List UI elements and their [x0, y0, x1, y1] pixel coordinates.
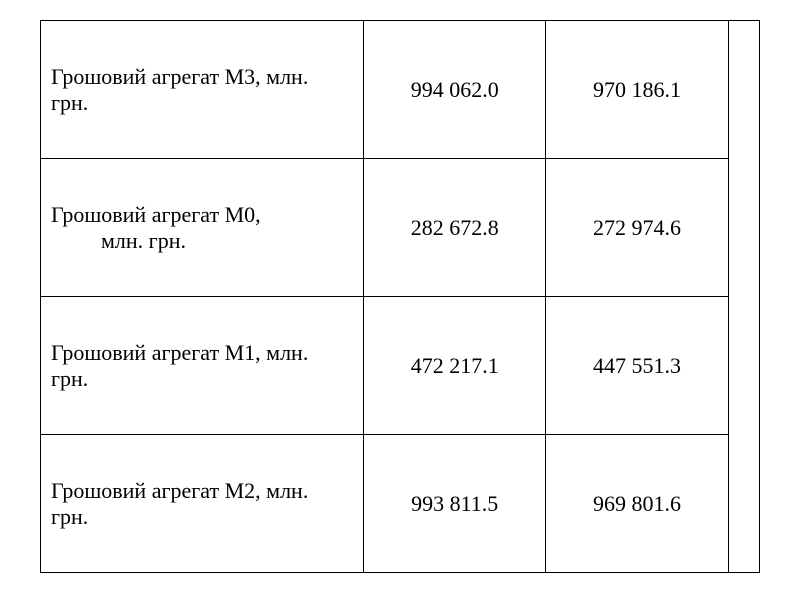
value-col1: 282 672.8 — [364, 159, 546, 297]
label-line1: Грошовий агрегат М2, млн. — [51, 478, 308, 503]
table-row: Грошовий агрегат М1, млн. грн. 472 217.1… — [41, 297, 760, 435]
stub-cell — [728, 21, 759, 573]
label-line1: Грошовий агрегат М0, — [51, 202, 261, 227]
value-col2: 969 801.6 — [546, 435, 728, 573]
value-col2: 970 186.1 — [546, 21, 728, 159]
row-label-cell: Грошовий агрегат М3, млн. грн. — [41, 21, 364, 159]
row-label-cell: Грошовий агрегат М1, млн. грн. — [41, 297, 364, 435]
row-label-cell: Грошовий агрегат М2, млн. грн. — [41, 435, 364, 573]
label-line2: грн. — [51, 504, 353, 530]
label-line1: Грошовий агрегат М3, млн. — [51, 64, 308, 89]
label-line2: грн. — [51, 366, 353, 392]
value-col1: 994 062.0 — [364, 21, 546, 159]
table-row: Грошовий агрегат М0, млн. грн. 282 672.8… — [41, 159, 760, 297]
row-label-cell: Грошовий агрегат М0, млн. грн. — [41, 159, 364, 297]
value-col1: 993 811.5 — [364, 435, 546, 573]
value-col1: 472 217.1 — [364, 297, 546, 435]
table-row: Грошовий агрегат М2, млн. грн. 993 811.5… — [41, 435, 760, 573]
label-line2: грн. — [51, 90, 353, 116]
value-col2: 272 974.6 — [546, 159, 728, 297]
value-col2: 447 551.3 — [546, 297, 728, 435]
table-row: Грошовий агрегат М3, млн. грн. 994 062.0… — [41, 21, 760, 159]
label-line2: млн. грн. — [51, 228, 353, 254]
label-line1: Грошовий агрегат М1, млн. — [51, 340, 308, 365]
monetary-aggregates-table: Грошовий агрегат М3, млн. грн. 994 062.0… — [40, 20, 760, 573]
